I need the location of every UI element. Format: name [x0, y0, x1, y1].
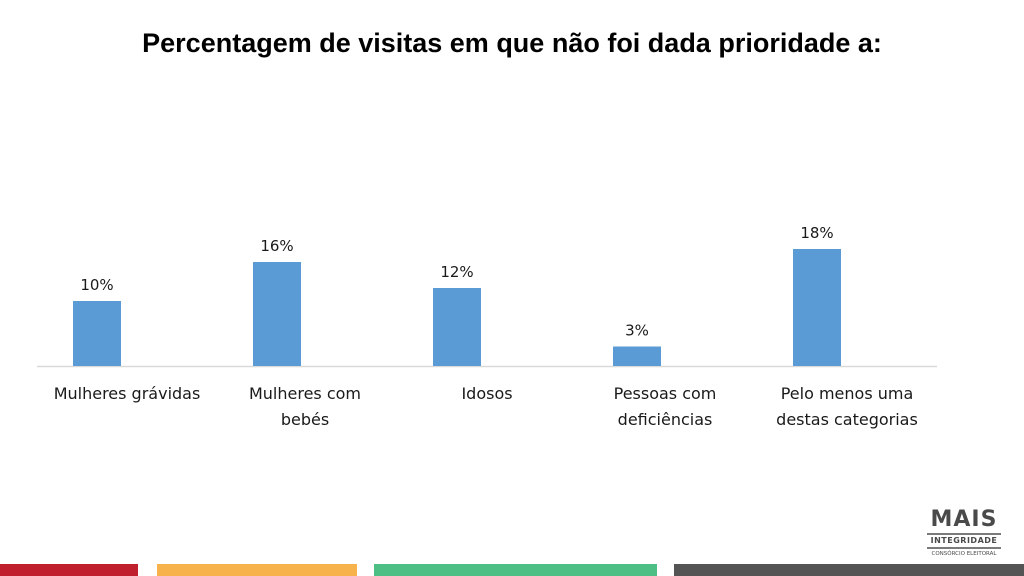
category-label-line: Pelo menos uma [780, 384, 914, 403]
category-label-line: bebés [280, 410, 330, 429]
mais-integridade-logo: MAIS INTEGRIDADE CONSÓRCIO ELEITORAL [924, 508, 1004, 558]
logo-sub2-text: CONSÓRCIO ELEITORAL [931, 551, 997, 557]
footer-bar-green [374, 564, 657, 576]
bar [433, 288, 481, 366]
data-label: 3% [625, 322, 649, 340]
bar [73, 301, 121, 366]
data-label: 12% [440, 263, 473, 281]
category-label-line: Mulheres com [248, 384, 362, 403]
bar [253, 262, 301, 366]
data-label: 10% [80, 276, 113, 294]
category-label: Mulheres com bebés [220, 381, 390, 433]
category-label: Pessoas com deficiências [580, 381, 750, 433]
logo-main-text: MAIS [930, 507, 998, 532]
category-label-line: deficiências [617, 410, 713, 429]
footer-bar-gray [674, 564, 1024, 576]
category-label-line: Pessoas com [613, 384, 717, 403]
chart-title: Percentagem de visitas em que não foi da… [142, 28, 882, 58]
category-label-line: destas categorias [776, 410, 918, 429]
data-label: 18% [800, 224, 833, 242]
footer-bar-yellow [157, 564, 357, 576]
logo-divider [927, 547, 1001, 549]
category-label: Pelo menos uma destas categorias [762, 381, 932, 433]
data-label: 16% [260, 237, 293, 255]
bar [613, 346, 661, 366]
bar [793, 249, 841, 366]
logo-sub-text: INTEGRIDADE [930, 536, 998, 545]
logo-divider [927, 533, 1001, 535]
category-label-line: Idosos [461, 384, 513, 403]
footer-bar-red [0, 564, 138, 576]
category-label: Mulheres grávidas [42, 381, 212, 407]
category-label: Idosos [402, 381, 572, 407]
category-label-line: Mulheres grávidas [53, 384, 201, 403]
